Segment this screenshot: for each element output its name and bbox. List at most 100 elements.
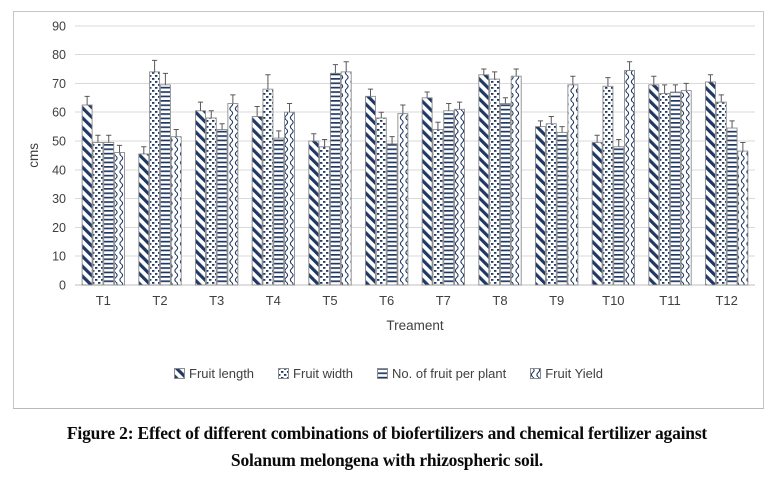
error-bar: [456, 101, 463, 110]
bar-T5-wavy-lines: [340, 71, 352, 286]
error-bar: [95, 134, 101, 143]
bar-T11-wavy-lines: [680, 90, 692, 286]
bar-T1-wavy-lines: [114, 152, 125, 286]
y-axis-tick-label: 90: [52, 19, 66, 33]
bar-T12-diagonal-stripe: [705, 81, 716, 286]
error-bar: [197, 101, 204, 111]
bar-T8-dotted: [489, 78, 501, 286]
x-axis-category-label: T11: [659, 293, 680, 308]
x-axis-category-label: T5: [322, 293, 337, 308]
legend-item-fruit-width: Fruit width: [278, 366, 353, 381]
error-bar: [435, 121, 441, 130]
error-bar: [740, 141, 746, 152]
figure-caption-line2: Solanum melongena with rhizospheric soil…: [230, 450, 544, 470]
bar-T12-horizontal-lines: [726, 127, 738, 286]
error-bar: [322, 139, 328, 147]
bar-T1-diagonal-stripe: [81, 104, 93, 286]
bar-chart: 0 10 20 30 40 50 60 70 80 90 T1 T2 T3 T4 T5 T6 T7 T8 T9 T10…: [26, 19, 755, 333]
error-bar: [400, 104, 406, 114]
bar-T9-diagonal-stripe: [535, 126, 546, 286]
y-axis-tick-label: 60: [52, 106, 66, 120]
y-axis-tick-label: 70: [52, 77, 66, 91]
bar-T12-dotted: [715, 101, 727, 286]
bar-T3-dotted: [205, 117, 217, 286]
chart-frame: 0 10 20 30 40 50 60 70 80 90 T1 T2 T3 T4 T5 T6 T7 T8 T9 T10…: [13, 11, 764, 409]
error-bar: [230, 94, 236, 104]
bar-T11-diagonal-stripe: [648, 84, 660, 286]
y-axis-tick-label: 0: [59, 279, 66, 293]
legend-label: No. of fruit per plant: [392, 366, 507, 381]
figure-caption-line1: Figure 2: Effect of different combinatio…: [66, 423, 708, 443]
bar-T7-dotted: [432, 129, 444, 286]
legend-label: Fruit length: [189, 366, 255, 381]
bar-T6-dotted: [375, 117, 387, 286]
error-bar: [672, 84, 678, 93]
legend-item-no-of-fruit: No. of fruit per plant: [377, 366, 506, 381]
y-axis-tick-label: 10: [52, 250, 66, 264]
error-bar: [683, 82, 689, 91]
error-bar: [605, 77, 611, 87]
bar-T11-horizontal-lines: [669, 91, 681, 286]
x-axis-category-label: T6: [379, 293, 394, 308]
figure-caption: Figure 2: Effect of different combinatio…: [0, 420, 774, 474]
x-axis-title: Treament: [386, 318, 444, 333]
bar-T9-wavy-lines: [567, 84, 579, 286]
y-axis-tick-label: 50: [52, 135, 66, 149]
bar-T5-dotted: [319, 146, 331, 286]
error-bar: [378, 111, 384, 118]
bar-T4-wavy-lines: [284, 111, 295, 286]
bar-T10-dotted: [602, 85, 614, 286]
error-bar: [265, 74, 271, 90]
x-axis-category-label: T8: [492, 293, 507, 308]
error-bar: [116, 144, 123, 153]
x-axis-category-label: T7: [436, 293, 451, 308]
bar-T9-horizontal-lines: [556, 131, 568, 286]
error-bar: [219, 123, 225, 130]
bar-T2-diagonal-stripe: [138, 153, 150, 286]
bar-T2-dotted: [149, 71, 161, 286]
bar-T5-horizontal-lines: [329, 72, 341, 286]
error-bar: [492, 71, 498, 80]
legend-item-fruit-length: Fruit length: [174, 366, 254, 381]
no-of-fruit-swatch-icon: [377, 368, 389, 379]
bar-T1-dotted: [92, 141, 104, 286]
y-axis-title: cms: [26, 143, 41, 168]
fruit-length-swatch-icon: [174, 368, 185, 379]
error-bar: [626, 61, 633, 71]
bar-T3-wavy-lines: [227, 103, 239, 286]
error-bar: [106, 134, 112, 143]
bar-T10-diagonal-stripe: [591, 141, 603, 286]
legend-label: Fruit Yield: [545, 366, 603, 381]
error-bar: [276, 130, 282, 139]
bar-T7-diagonal-stripe: [421, 97, 433, 286]
bar-T1-horizontal-lines: [103, 141, 115, 286]
error-bar: [718, 94, 724, 103]
error-bar: [141, 146, 147, 154]
bar-T7-wavy-lines: [454, 108, 465, 286]
error-bar: [152, 59, 158, 72]
error-bar: [162, 72, 168, 85]
bar-T2-wavy-lines: [170, 136, 182, 286]
x-axis-category-label: T2: [152, 293, 167, 308]
x-axis-category-label: T3: [209, 293, 224, 308]
bar-T10-wavy-lines: [624, 69, 635, 286]
error-bar: [537, 120, 544, 127]
error-bar: [594, 134, 600, 143]
fruit-yield-swatch-icon: [530, 368, 542, 379]
bar-T12-wavy-lines: [737, 150, 749, 286]
bar-T4-horizontal-lines: [273, 137, 285, 286]
error-bar: [707, 74, 714, 82]
error-bar: [446, 103, 452, 111]
bar-T9-dotted: [545, 123, 557, 286]
error-bar: [616, 139, 622, 147]
bar-T8-wavy-lines: [510, 75, 522, 286]
error-bar: [548, 116, 554, 124]
bar-T6-wavy-lines: [397, 113, 409, 286]
bar-T6-horizontal-lines: [386, 143, 398, 286]
bar-T4-diagonal-stripe: [251, 116, 263, 286]
chart-legend: Fruit length Fruit width No. of fruit pe…: [14, 366, 763, 381]
error-bar: [651, 75, 657, 85]
bar-T3-diagonal-stripe: [195, 110, 206, 286]
bar-T11-dotted: [659, 93, 671, 286]
fruit-width-swatch-icon: [278, 368, 290, 379]
